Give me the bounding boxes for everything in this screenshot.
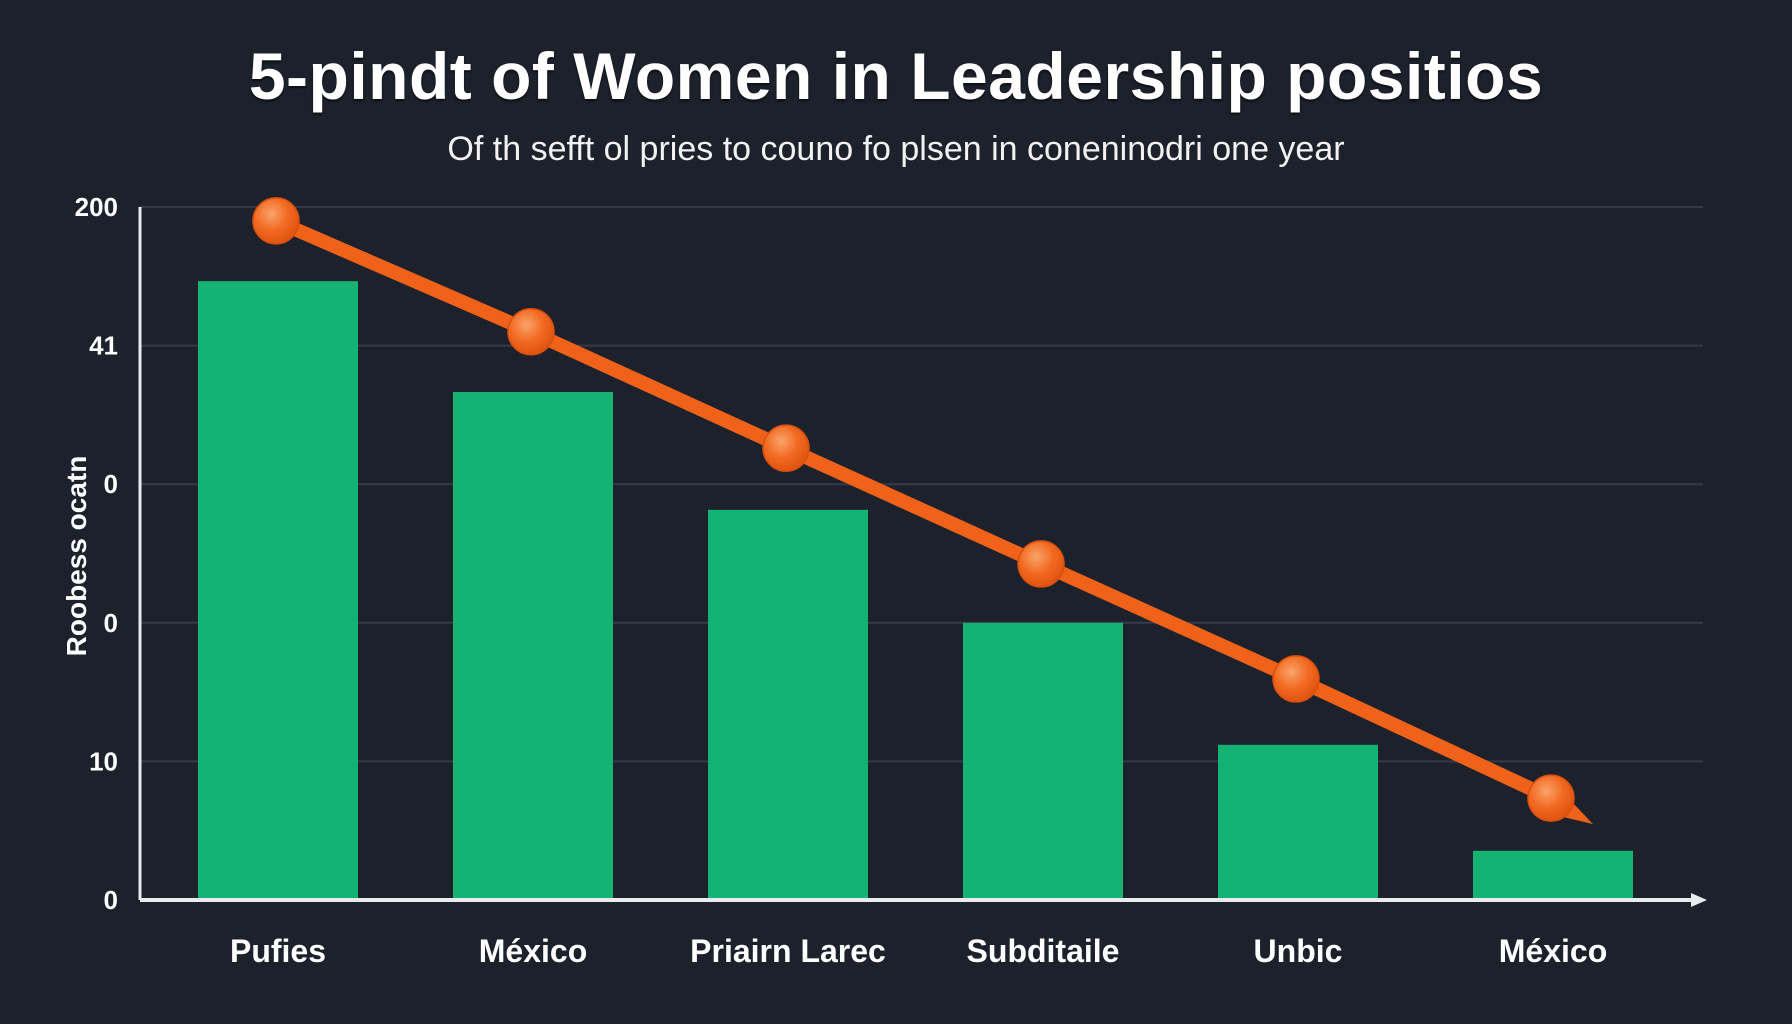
grid-lines (140, 206, 1703, 763)
trend-marker (1527, 774, 1575, 822)
x-tick-label: Subditaile (967, 933, 1120, 969)
trend-marker (1017, 540, 1065, 588)
y-tick-label: 0 (104, 885, 118, 915)
trend-marker (762, 424, 810, 472)
x-tick-label: Priairn Larec (690, 933, 886, 969)
chart-subtitle: Of th sefft ol pries to couno fo plsen i… (447, 130, 1345, 168)
trend-marker (252, 197, 300, 245)
bar-series (198, 281, 1633, 900)
bar (198, 281, 358, 900)
y-tick-label: 41 (89, 331, 118, 361)
x-tick-label: México (1499, 933, 1607, 969)
trend-marker (507, 307, 555, 356)
y-tick-label: 0 (104, 608, 118, 638)
x-tick-label: Unbic (1254, 933, 1343, 969)
bar (1218, 744, 1378, 900)
x-tick-labels: Pufies México Priairn Larec Subditaile Unbic… (230, 933, 1607, 969)
bar (453, 392, 613, 900)
chart-title: 5-pindt of Women in Leadership positios (248, 39, 1544, 113)
y-tick-labels: 0 10 0 0 41 200 (75, 192, 118, 915)
x-tick-label: Pufies (230, 933, 326, 969)
bar (963, 622, 1123, 900)
axes (138, 207, 1707, 907)
bar (708, 509, 868, 900)
x-tick-label: México (479, 933, 587, 969)
x-axis-arrow-icon (1691, 893, 1707, 907)
trend-line (269, 213, 1558, 806)
bar (1473, 850, 1633, 900)
y-tick-label: 10 (89, 746, 118, 776)
y-tick-label: 200 (75, 192, 118, 222)
y-axis-label: Roobess ocatn (61, 456, 92, 657)
trend-line-series (252, 197, 1593, 825)
trend-marker (1272, 655, 1320, 703)
y-tick-label: 0 (104, 469, 118, 499)
